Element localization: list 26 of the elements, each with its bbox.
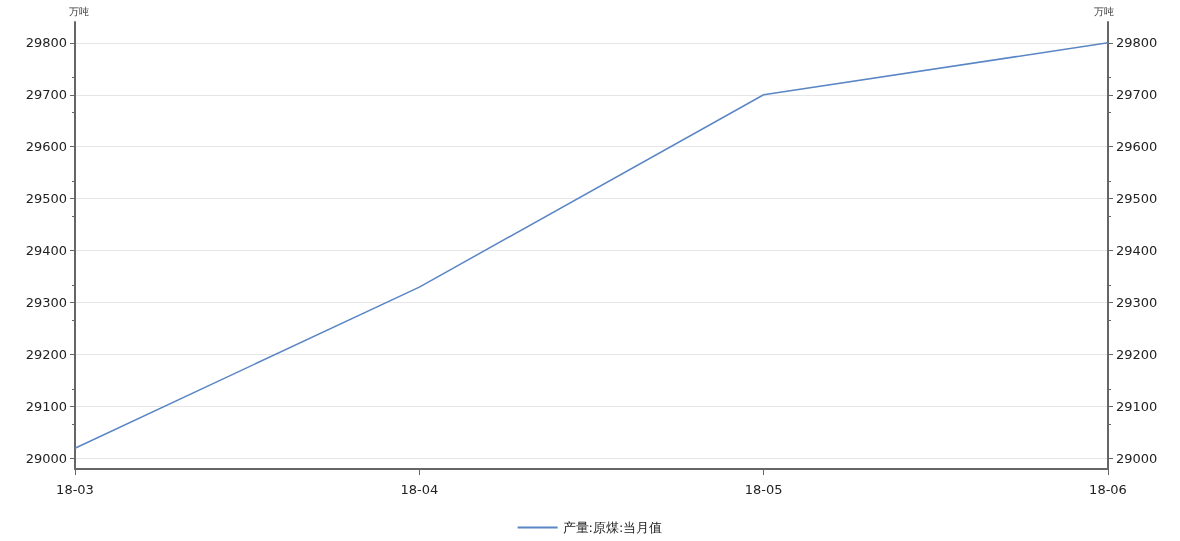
y2-tick-label: 29000 [1116,451,1158,467]
y-tick-label: 29800 [25,35,67,51]
y-axis-title: 万吨 [69,5,89,17]
x-tick-label: 18-05 [744,482,783,497]
y2-tick-label: 29300 [1116,295,1158,311]
y2-tick-label: 29500 [1116,191,1158,207]
y2-tick-label: 29700 [1116,87,1158,103]
y2-tick-label: 29800 [1116,35,1158,51]
legend-label: 产量:原煤:当月值 [562,520,663,535]
y-tick-label: 29200 [25,347,67,363]
y-tick-label: 29500 [25,191,67,207]
x-tick-label: 18-04 [400,482,439,497]
x-tick-label: 18-06 [1089,482,1127,497]
x-tick-label: 18-03 [56,482,94,497]
y2-tick-label: 29100 [1116,399,1158,415]
y2-axis-title: 万吨 [1094,5,1114,17]
y2-tick-label: 29200 [1116,347,1158,363]
y-tick-label: 29300 [25,295,67,311]
y-tick-label: 29600 [25,139,67,155]
y-tick-label: 29000 [25,451,67,467]
y-tick-label: 29100 [25,399,67,415]
y2-tick-label: 29400 [1116,243,1158,259]
y2-tick-label: 29600 [1116,139,1158,155]
y-tick-label: 29400 [25,243,67,259]
y-tick-label: 29700 [25,87,67,103]
line-series [74,42,1109,449]
